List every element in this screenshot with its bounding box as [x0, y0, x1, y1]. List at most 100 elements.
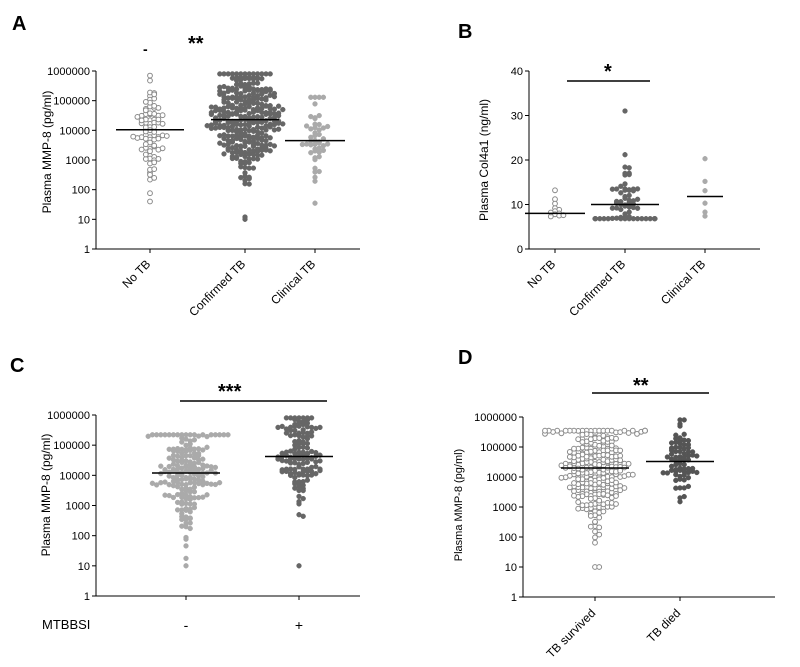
data-point	[155, 116, 162, 123]
data-point	[689, 465, 696, 472]
data-point	[217, 91, 223, 97]
data-point	[280, 121, 286, 127]
data-point	[300, 495, 306, 502]
data-point	[702, 213, 708, 219]
data-point	[604, 492, 611, 499]
data-point	[242, 153, 248, 160]
panel-a-ylabel: Plasma MMP-8 (pg/ml)	[40, 91, 54, 214]
y-tick-label: 10000	[59, 470, 90, 482]
data-point	[642, 427, 648, 434]
y-tick-label: 100	[499, 532, 517, 544]
data-point	[681, 477, 687, 483]
data-point	[200, 478, 206, 484]
data-point	[600, 475, 607, 481]
data-point	[142, 151, 149, 158]
data-point	[275, 113, 282, 119]
data-point	[629, 471, 636, 478]
data-point	[221, 135, 227, 142]
data-point	[308, 126, 314, 132]
data-point	[312, 156, 318, 163]
data-point	[183, 534, 189, 541]
data-point	[300, 487, 306, 494]
panel-letter-d: D	[458, 347, 472, 369]
data-point	[617, 457, 624, 464]
data-point	[571, 480, 577, 486]
y-tick-label: 1000	[66, 501, 90, 513]
category-label: -	[184, 617, 189, 633]
data-point	[303, 123, 310, 129]
data-point	[174, 507, 181, 513]
data-point	[208, 125, 215, 132]
data-point	[320, 94, 327, 100]
data-point	[592, 216, 598, 222]
data-point	[592, 528, 598, 535]
data-point	[250, 165, 257, 171]
data-point	[246, 176, 252, 182]
data-point	[263, 127, 269, 133]
y-tick-label: 100000	[53, 96, 90, 108]
y-tick-label: 1000	[493, 502, 517, 514]
data-point	[618, 183, 624, 189]
data-point	[225, 432, 231, 438]
data-point	[271, 143, 278, 149]
data-point	[242, 216, 248, 222]
data-point	[629, 427, 636, 434]
data-point	[191, 489, 198, 495]
data-point	[162, 467, 168, 473]
data-point	[316, 168, 322, 175]
data-point	[208, 111, 215, 118]
y-tick-label: 10	[505, 562, 517, 574]
data-point	[587, 523, 594, 530]
data-point	[179, 516, 185, 523]
data-point	[287, 432, 294, 439]
data-point	[608, 477, 615, 484]
data-point	[134, 114, 141, 120]
data-point	[685, 483, 692, 490]
y-tick-label: 1	[84, 244, 90, 256]
panel-letter-a: A	[12, 13, 26, 35]
data-point	[600, 508, 607, 515]
y-tick-label: 100	[72, 531, 90, 543]
data-point	[166, 473, 172, 479]
data-point	[217, 112, 223, 118]
data-point	[155, 135, 162, 142]
data-point	[618, 214, 624, 221]
data-point	[142, 135, 149, 142]
data-point	[254, 75, 261, 81]
data-point	[246, 104, 252, 110]
data-point	[195, 452, 202, 459]
data-point	[681, 417, 687, 423]
y-tick-label: 20	[511, 155, 523, 167]
data-point	[233, 81, 240, 88]
data-point	[626, 165, 632, 171]
data-point	[685, 475, 692, 481]
data-point	[677, 499, 683, 505]
data-point	[200, 456, 206, 462]
data-point	[238, 102, 244, 108]
data-point	[151, 91, 158, 98]
data-point	[571, 445, 577, 452]
data-point	[299, 141, 306, 148]
y-tick-label: 10	[78, 214, 90, 226]
data-point	[304, 445, 311, 451]
data-point	[216, 480, 223, 486]
data-point	[304, 459, 311, 466]
data-point	[138, 146, 145, 153]
data-point	[179, 523, 185, 529]
data-point	[147, 77, 153, 84]
data-point	[287, 460, 294, 466]
data-point	[174, 484, 181, 490]
data-point	[267, 148, 273, 154]
panel-letter-c: C	[10, 355, 24, 377]
data-point	[292, 438, 298, 445]
data-point	[130, 133, 137, 140]
data-point	[613, 198, 620, 205]
data-point	[317, 458, 323, 464]
data-point	[621, 427, 628, 434]
data-point	[313, 463, 319, 470]
data-point	[552, 187, 558, 194]
data-point	[592, 518, 598, 525]
data-point	[242, 170, 248, 176]
data-point	[170, 448, 177, 454]
data-point	[625, 460, 632, 467]
